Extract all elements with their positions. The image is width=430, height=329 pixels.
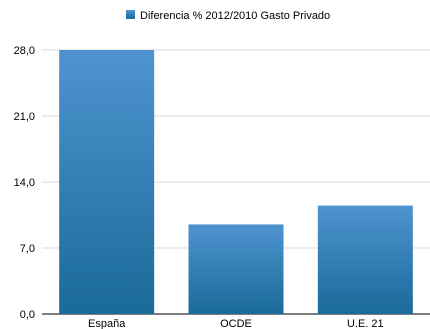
x-category-label: España: [88, 318, 126, 329]
x-category-label: U.E. 21: [347, 318, 384, 329]
legend: Diferencia % 2012/2010 Gasto Privado: [126, 10, 330, 22]
x-axis-labels: España OCDE U.E. 21: [88, 318, 384, 329]
bar-espa-a: [59, 50, 155, 314]
y-axis-ticks: 0,0 7,0 14,0 21,0 28,0: [14, 45, 35, 321]
bar-ocde: [188, 224, 284, 314]
y-tick-label: 7,0: [20, 243, 35, 255]
y-tick-label: 28,0: [14, 45, 35, 57]
y-tick-label: 0,0: [20, 309, 35, 321]
x-category-label: OCDE: [220, 318, 252, 329]
bar-u-e-21: [317, 205, 413, 314]
bars: [59, 50, 413, 314]
y-tick-label: 14,0: [14, 177, 35, 189]
legend-label: Diferencia % 2012/2010 Gasto Privado: [140, 10, 330, 22]
legend-swatch: [126, 10, 135, 19]
y-tick-label: 21,0: [14, 111, 35, 123]
